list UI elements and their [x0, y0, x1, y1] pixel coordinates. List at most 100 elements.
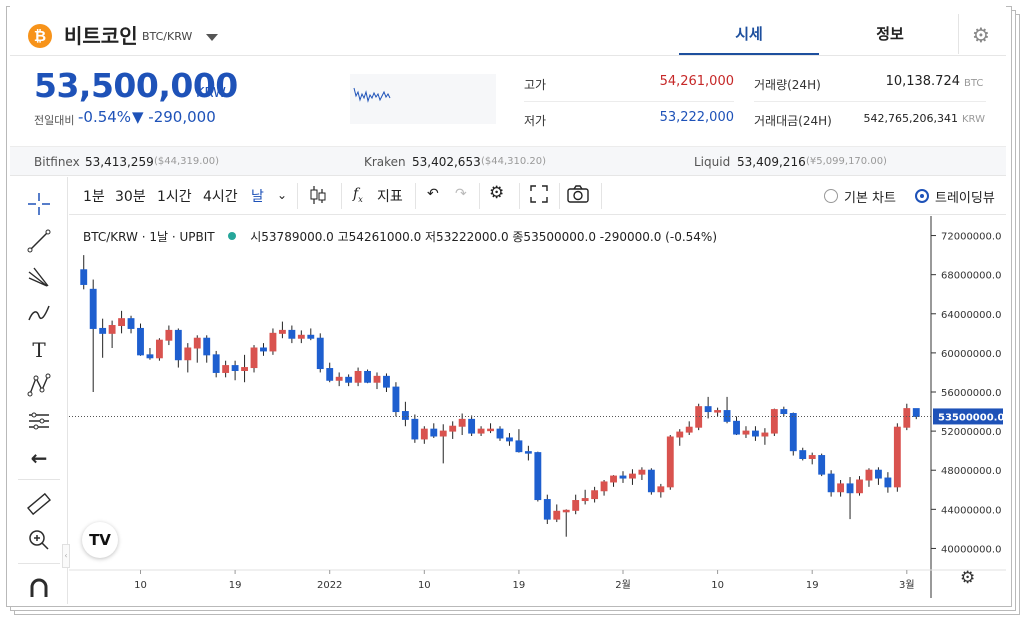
interval-30m[interactable]: 30분	[115, 189, 146, 205]
candle-down	[401, 411, 409, 420]
candle-down	[874, 469, 882, 479]
turnover-unit: KRW	[962, 114, 985, 125]
change-label: 전일대비	[34, 114, 75, 127]
toolbar-divider-2	[341, 183, 342, 209]
basic-chart-radio[interactable]	[824, 189, 838, 203]
collapse-toolbar-handle[interactable]: ‹	[62, 544, 70, 568]
candle-up	[562, 509, 570, 513]
interval-1h[interactable]: 1시간	[157, 189, 192, 205]
candle-down	[799, 450, 807, 459]
candle-down	[174, 329, 182, 361]
indicator-button[interactable]: 지표	[377, 189, 403, 205]
candle-up	[222, 365, 230, 373]
toolbar-divider	[297, 183, 298, 209]
tradingview-radio[interactable]	[915, 189, 929, 203]
candle-up	[373, 375, 381, 383]
price-tick-label: 56000000.0	[941, 388, 1001, 399]
interval-4h[interactable]: 4시간	[203, 189, 238, 205]
candle-style-icon[interactable]	[307, 184, 329, 210]
ruler-icon[interactable]	[24, 491, 54, 519]
candle-up	[610, 475, 617, 483]
candle-down	[316, 337, 324, 370]
low-value: 53,222,000	[659, 110, 734, 125]
measure-icon[interactable]	[24, 408, 54, 436]
price-tick-label: 60000000.0	[941, 349, 1001, 360]
settings-gear-icon[interactable]: ⚙	[489, 183, 505, 203]
price-unit: KRW	[196, 86, 226, 101]
trend-line-icon[interactable]	[24, 228, 54, 256]
candle-up	[837, 483, 845, 493]
candle-down	[524, 451, 532, 454]
candle-down	[212, 354, 220, 373]
tradingview-label[interactable]: 트레이딩뷰	[935, 191, 995, 206]
interval-dropdown-icon[interactable]: ⌄	[277, 188, 288, 202]
crosshair-icon[interactable]	[24, 191, 54, 219]
magnet-icon[interactable]	[24, 575, 54, 603]
basic-chart-label[interactable]: 기본 차트	[844, 191, 896, 206]
candle-down	[392, 386, 400, 413]
tools-divider	[18, 479, 60, 480]
pattern-icon[interactable]	[24, 372, 54, 400]
chart-legend: BTC/KRW · 1날 · UPBIT 시53789000.0 고542610…	[83, 230, 717, 244]
legend-exchange: UPBIT	[179, 230, 215, 244]
candle-up	[629, 473, 636, 479]
text-tool-icon[interactable]: T	[32, 338, 46, 362]
candle-down	[818, 455, 826, 475]
fullscreen-icon[interactable]	[529, 184, 549, 208]
exchange-jpy-liquid: (¥5,099,170.00)	[806, 156, 887, 167]
undo-icon[interactable]: ↶	[427, 186, 439, 202]
redo-icon[interactable]: ↷	[455, 186, 467, 202]
function-icon[interactable]: fx	[353, 186, 363, 204]
tradingview-logo[interactable]: TV	[82, 522, 118, 558]
coin-name[interactable]: 비트코인	[64, 24, 138, 48]
candle-up	[184, 347, 192, 361]
high-label: 고가	[524, 78, 547, 92]
caret-down-icon[interactable]	[206, 34, 218, 41]
candle-up	[761, 432, 769, 437]
candle-up	[695, 406, 703, 428]
brush-icon[interactable]	[24, 300, 54, 328]
candle-up	[572, 500, 580, 511]
candle-up	[685, 426, 693, 433]
last-price-tag	[933, 408, 1003, 425]
exchange-usd-bitfinex: ($44,319.00)	[154, 156, 220, 167]
candle-up	[600, 481, 608, 492]
interval-1m[interactable]: 1분	[83, 189, 105, 205]
chart-settings-gear-icon[interactable]: ⚙	[960, 568, 976, 588]
pitchfork-icon[interactable]	[24, 264, 54, 292]
candle-down	[515, 440, 523, 453]
coin-pair[interactable]: BTC/KRW	[142, 30, 193, 43]
low-label: 저가	[524, 114, 547, 128]
candle-down	[647, 469, 655, 493]
candle-down	[260, 347, 267, 352]
last-price-label: 53500000.0	[938, 412, 1004, 423]
bitcoin-logo-icon: ₿	[28, 24, 52, 48]
toolbar-divider-4	[479, 183, 480, 209]
price-tick-label: 64000000.0	[941, 310, 1001, 321]
back-arrow-icon[interactable]: ←	[30, 446, 48, 470]
candle-down	[846, 483, 854, 494]
candle-up	[666, 436, 674, 488]
camera-icon[interactable]	[567, 184, 589, 208]
tab-quote[interactable]: 시세	[679, 14, 819, 56]
candle-up	[865, 469, 873, 481]
price-tick-label: 44000000.0	[941, 505, 1001, 516]
change-amount: ▼ -290,000	[132, 108, 216, 126]
candle-down	[411, 418, 419, 440]
time-tick-label: 2022	[317, 580, 342, 591]
exchange-price-liquid: 53,409,216	[737, 155, 806, 169]
toolbar-divider-3	[415, 183, 416, 209]
stats-divider-right	[754, 101, 986, 102]
zoom-in-icon[interactable]	[24, 527, 54, 555]
candlestick-chart[interactable]: 72000000.0 68000000.0 64000000.0 60000000.0…	[69, 216, 1006, 604]
chart-toolbar: 1분 30분 1시간 4시간 날 ⌄ fx 지표 ↶ ↷ ⚙ 기본 차트 트레이…	[69, 177, 1006, 215]
turnover-label: 거래대금(24H)	[754, 114, 832, 128]
legend-ohlc: 시53789000.0 고54261000.0 저53222000.0 종535…	[250, 230, 717, 244]
exchange-name-bitfinex: Bitfinex	[34, 155, 80, 169]
price-tick-label: 40000000.0	[941, 544, 1001, 555]
interval-day[interactable]: 날	[251, 189, 264, 205]
candle-down	[430, 428, 438, 437]
gear-icon[interactable]: ⚙	[972, 23, 990, 47]
exchange-price-bitfinex: 53,413,259	[85, 155, 154, 169]
tab-info[interactable]: 정보	[876, 25, 904, 43]
